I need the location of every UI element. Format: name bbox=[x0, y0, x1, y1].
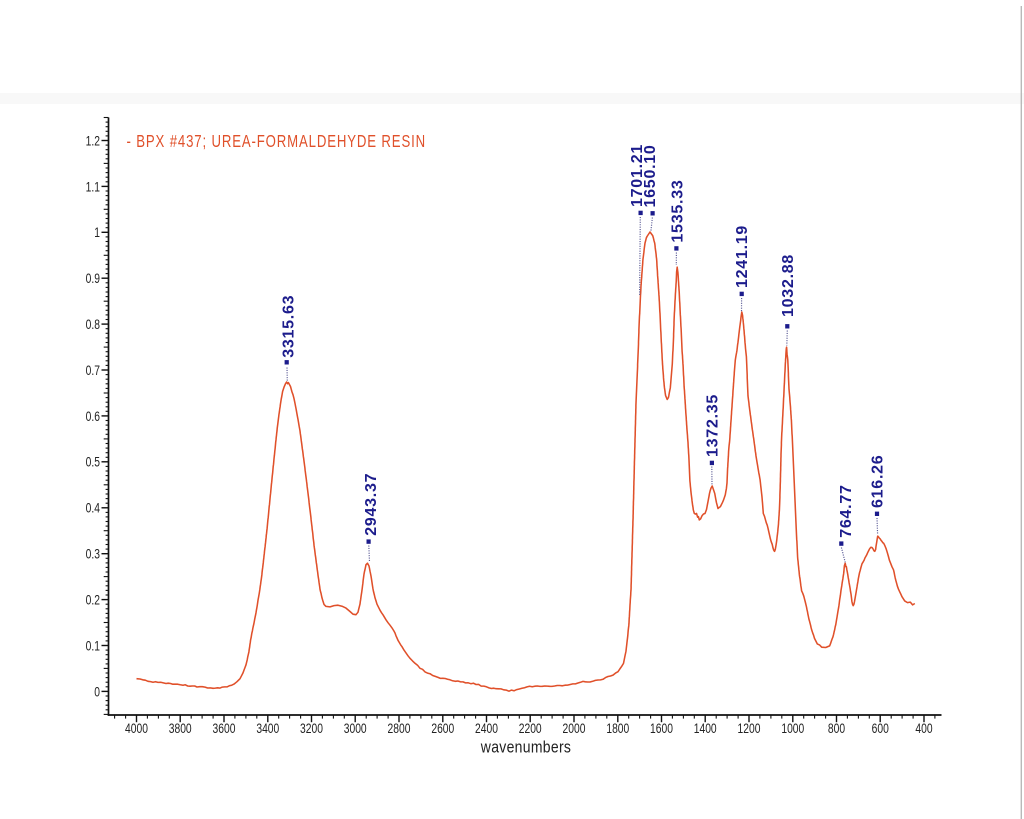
svg-text:1600: 1600 bbox=[650, 721, 673, 737]
svg-text:0.4: 0.4 bbox=[86, 500, 100, 516]
svg-text:1032.88: 1032.88 bbox=[780, 254, 797, 317]
svg-text:1400: 1400 bbox=[694, 721, 717, 737]
svg-text:616.26: 616.26 bbox=[869, 455, 886, 508]
svg-text:2600: 2600 bbox=[431, 721, 454, 737]
svg-text:- BPX #437; UREA-FORMALDEHYDE: - BPX #437; UREA-FORMALDEHYDE RESIN bbox=[127, 132, 426, 151]
svg-text:1.1: 1.1 bbox=[86, 179, 100, 195]
svg-text:3600: 3600 bbox=[213, 721, 236, 737]
svg-text:400: 400 bbox=[915, 721, 932, 737]
svg-text:1.2: 1.2 bbox=[86, 133, 100, 149]
svg-text:wavenumbers: wavenumbers bbox=[480, 738, 571, 756]
svg-text:2800: 2800 bbox=[388, 721, 411, 737]
svg-text:1200: 1200 bbox=[738, 721, 761, 737]
svg-text:0.6: 0.6 bbox=[86, 408, 100, 424]
svg-text:1701.21: 1701.21 bbox=[629, 144, 646, 207]
svg-text:2943.37: 2943.37 bbox=[363, 473, 380, 536]
svg-text:0: 0 bbox=[94, 684, 100, 700]
svg-text:1535.33: 1535.33 bbox=[670, 180, 687, 243]
svg-text:1372.35: 1372.35 bbox=[704, 394, 721, 457]
svg-text:764.77: 764.77 bbox=[838, 484, 855, 537]
svg-text:3000: 3000 bbox=[344, 721, 367, 737]
svg-text:3200: 3200 bbox=[300, 721, 323, 737]
svg-text:0.8: 0.8 bbox=[86, 316, 100, 332]
svg-text:3315.63: 3315.63 bbox=[280, 295, 297, 358]
svg-text:3400: 3400 bbox=[256, 721, 279, 737]
svg-text:1000: 1000 bbox=[781, 721, 804, 737]
svg-text:2200: 2200 bbox=[519, 721, 542, 737]
svg-text:0.5: 0.5 bbox=[86, 454, 100, 470]
svg-text:1: 1 bbox=[94, 225, 100, 241]
svg-text:0.1: 0.1 bbox=[86, 638, 100, 654]
svg-text:3800: 3800 bbox=[169, 721, 192, 737]
svg-text:1650.10: 1650.10 bbox=[642, 144, 659, 207]
svg-text:0.7: 0.7 bbox=[86, 362, 100, 378]
svg-text:0.2: 0.2 bbox=[86, 592, 100, 608]
svg-text:800: 800 bbox=[828, 721, 845, 737]
svg-text:1241.19: 1241.19 bbox=[734, 225, 751, 288]
svg-text:0.3: 0.3 bbox=[86, 546, 100, 562]
svg-text:0.9: 0.9 bbox=[86, 271, 100, 287]
svg-text:4000: 4000 bbox=[125, 721, 148, 737]
svg-text:2400: 2400 bbox=[475, 721, 498, 737]
svg-text:600: 600 bbox=[872, 721, 889, 737]
svg-text:1800: 1800 bbox=[606, 721, 629, 737]
svg-text:2000: 2000 bbox=[563, 721, 586, 737]
